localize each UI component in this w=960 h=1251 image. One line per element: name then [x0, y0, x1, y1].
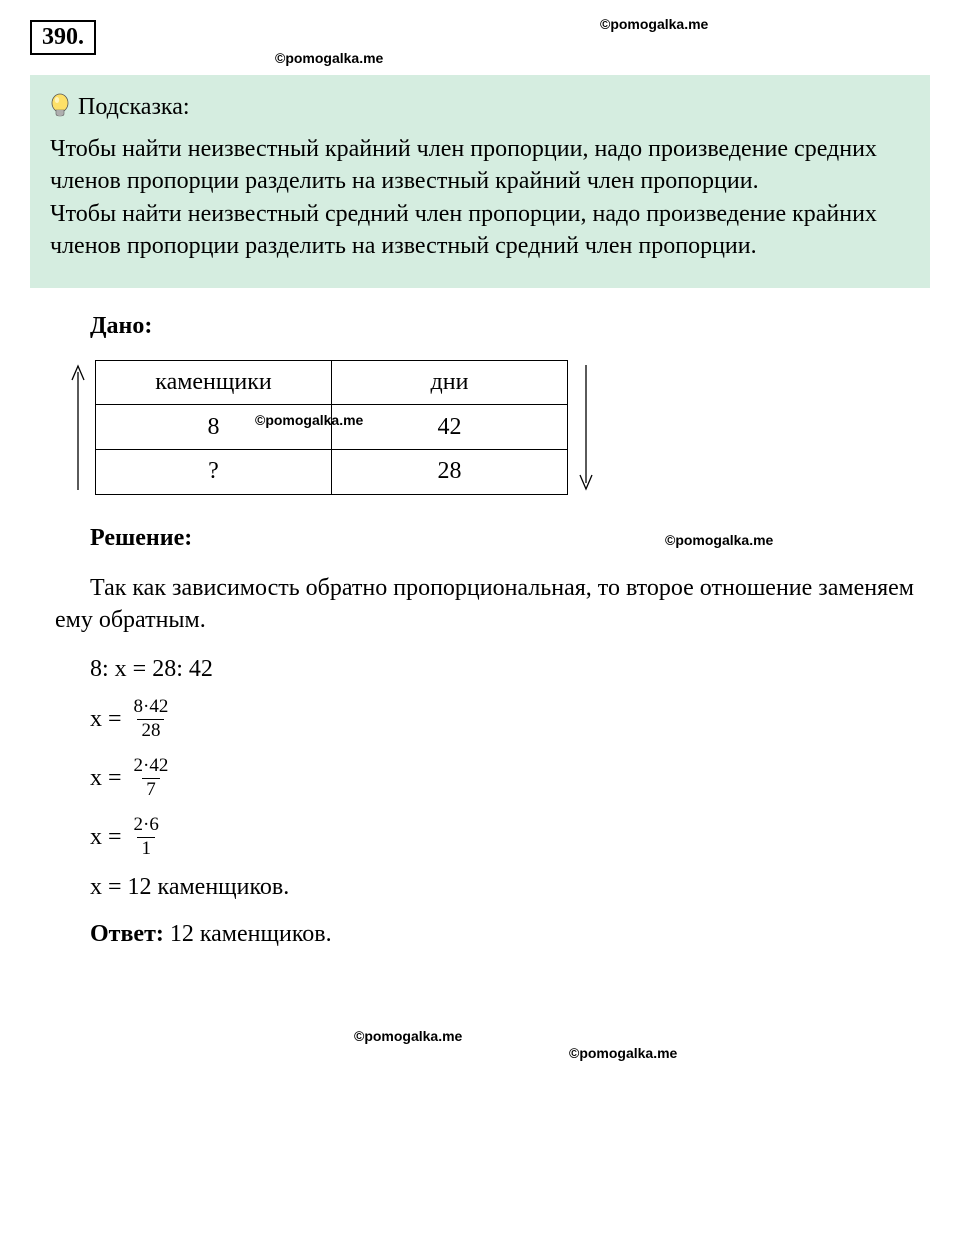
- watermark-text: ©pomogalka.me: [275, 50, 383, 66]
- fraction-denominator: 7: [142, 778, 160, 801]
- answer-label: Ответ:: [90, 921, 164, 947]
- table-cell: ?: [96, 449, 332, 494]
- math-step: x = 2·61: [90, 815, 930, 860]
- solution-steps: 8: x = 28: 42x = 8·4228x = 2·427x = 2·61…: [30, 656, 930, 900]
- table-cell: 42: [332, 405, 568, 450]
- answer-text: 12 каменщиков.: [170, 921, 332, 947]
- answer-line: Ответ: 12 каменщиков.: [90, 921, 930, 948]
- hint-box: Подсказка: Чтобы найти неизвестный крайн…: [30, 75, 930, 288]
- left-arrow-up: [60, 360, 95, 495]
- fraction-numerator: 2·6: [130, 815, 163, 837]
- watermark-text: ©pomogalka.me: [665, 532, 773, 548]
- given-table-wrap: каменщики дни 8 42 ? 28: [60, 360, 930, 495]
- table-cell: 28: [332, 449, 568, 494]
- watermark-text: ©pomogalka.me: [569, 1045, 677, 1061]
- fraction: 8·4228: [130, 697, 173, 742]
- page-container: 390. ©pomogalka.me ©pomogalka.me ©pomogalk…: [0, 0, 960, 978]
- fraction-denominator: 1: [137, 837, 155, 860]
- fraction-numerator: 2·42: [130, 756, 173, 778]
- math-step: 8: x = 28: 42: [90, 656, 930, 683]
- fraction: 2·61: [130, 815, 163, 860]
- hint-title-row: Подсказка:: [50, 93, 910, 121]
- problem-number: 390.: [30, 20, 96, 55]
- table-header-cell: каменщики: [96, 360, 332, 405]
- fraction-denominator: 28: [137, 719, 164, 742]
- hint-body: Чтобы найти неизвестный крайний член про…: [50, 133, 910, 263]
- right-arrow-down: [568, 360, 603, 495]
- watermark-text: ©pomogalka.me: [354, 1028, 462, 1044]
- math-step: x = 8·4228: [90, 697, 930, 742]
- fraction: 2·427: [130, 756, 173, 801]
- math-lhs: x =: [90, 765, 122, 792]
- table-header-cell: дни: [332, 360, 568, 405]
- math-lhs: x =: [90, 824, 122, 851]
- math-step: x = 12 каменщиков.: [90, 874, 930, 901]
- fraction-numerator: 8·42: [130, 697, 173, 719]
- given-title: Дано:: [90, 313, 930, 340]
- table-row: ? 28: [96, 449, 568, 494]
- math-step: x = 2·427: [90, 756, 930, 801]
- hint-title-text: Подсказка:: [78, 94, 190, 121]
- solution-intro: Так как зависимость обратно пропорционал…: [55, 572, 920, 637]
- solution-title: Решение:: [90, 525, 930, 552]
- watermark-text: ©pomogalka.me: [255, 412, 363, 428]
- lightbulb-icon: [50, 93, 70, 121]
- math-lhs: x =: [90, 706, 122, 733]
- table-header-row: каменщики дни: [96, 360, 568, 405]
- watermark-text: ©pomogalka.me: [600, 16, 708, 32]
